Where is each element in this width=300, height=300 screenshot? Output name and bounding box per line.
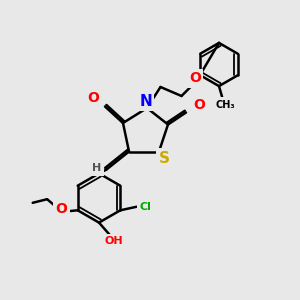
- Text: O: O: [87, 92, 99, 105]
- Text: S: S: [159, 151, 170, 166]
- Text: OH: OH: [105, 236, 123, 246]
- Text: CH₃: CH₃: [216, 100, 236, 110]
- Text: O: O: [194, 98, 206, 112]
- Text: H: H: [92, 163, 101, 173]
- Text: N: N: [139, 94, 152, 109]
- Text: O: O: [189, 71, 201, 85]
- Text: O: O: [56, 202, 68, 216]
- Text: Cl: Cl: [139, 202, 151, 212]
